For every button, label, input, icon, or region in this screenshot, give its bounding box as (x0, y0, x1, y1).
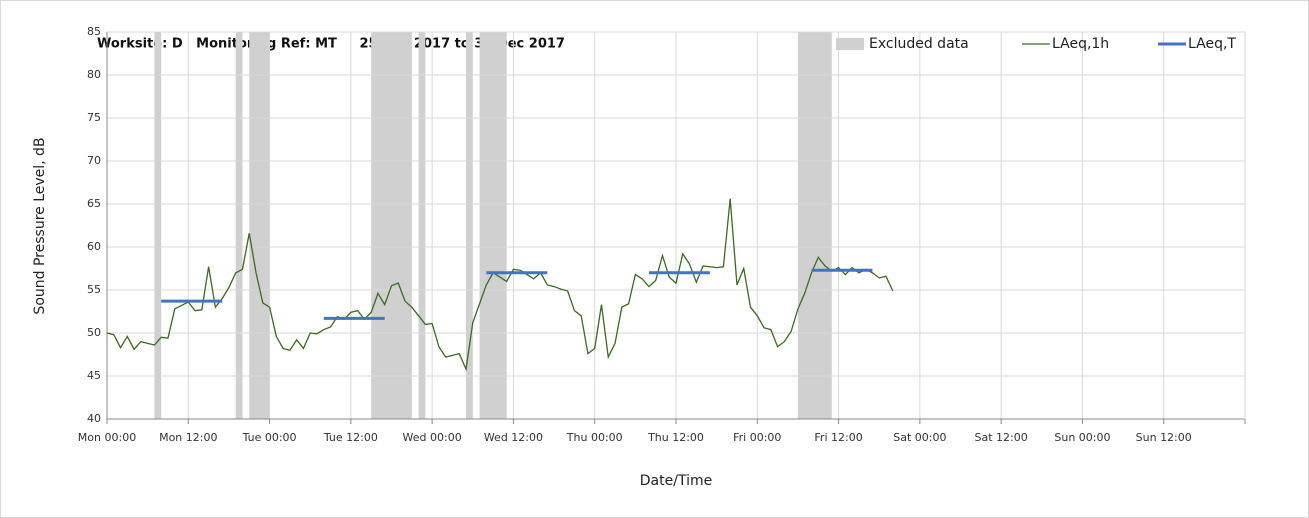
x-tick-label: Tue 12:00 (323, 431, 378, 444)
y-tick-label: 75 (87, 111, 101, 124)
y-tick-label: 60 (87, 240, 101, 253)
y-tick-label: 45 (87, 369, 101, 382)
excluded-band (249, 32, 270, 419)
excluded-band (797, 32, 832, 419)
x-tick-label: Thu 00:00 (566, 431, 623, 444)
line-series (106, 198, 894, 372)
excluded-band (466, 32, 473, 419)
x-tick-label: Wed 12:00 (484, 431, 543, 444)
legend-swatch (836, 38, 864, 50)
x-tick-label: Fri 12:00 (814, 431, 862, 444)
y-tick-label: 65 (87, 197, 101, 210)
excluded-band (154, 32, 162, 419)
y-tick-label: 50 (87, 326, 101, 339)
x-tick-label: Sun 12:00 (1136, 431, 1192, 444)
chart-title: Worksite: D Monitoring Ref: MT 25 Dec 20… (97, 37, 565, 52)
x-tick-label: Wed 00:00 (403, 431, 462, 444)
y-tick-label: 40 (87, 412, 101, 425)
y-tick-label: 85 (87, 25, 101, 38)
x-tick-label: Sat 12:00 (975, 431, 1028, 444)
excluded-band (235, 32, 243, 419)
excluded-band (479, 32, 507, 419)
x-tick-label: Sat 00:00 (893, 431, 946, 444)
y-tick-label: 80 (87, 68, 101, 81)
excluded-band (418, 32, 426, 419)
x-tick-label: Fri 00:00 (733, 431, 781, 444)
y-tick-label: 55 (87, 283, 101, 296)
y-axis-title: Sound Pressure Level, dB (32, 137, 48, 314)
legend-label: LAeq,T (1188, 36, 1236, 52)
x-tick-label: Thu 12:00 (647, 431, 704, 444)
x-tick-label: Mon 12:00 (159, 431, 217, 444)
y-tick-label: 70 (87, 154, 101, 167)
legend-label: LAeq,1h (1052, 36, 1109, 52)
legend-label: Excluded data (869, 36, 969, 52)
x-tick-label: Tue 00:00 (242, 431, 297, 444)
excluded-band (371, 32, 412, 419)
x-tick-label: Sun 00:00 (1054, 431, 1110, 444)
x-tick-label: Mon 00:00 (78, 431, 136, 444)
x-axis-title: Date/Time (640, 473, 712, 489)
